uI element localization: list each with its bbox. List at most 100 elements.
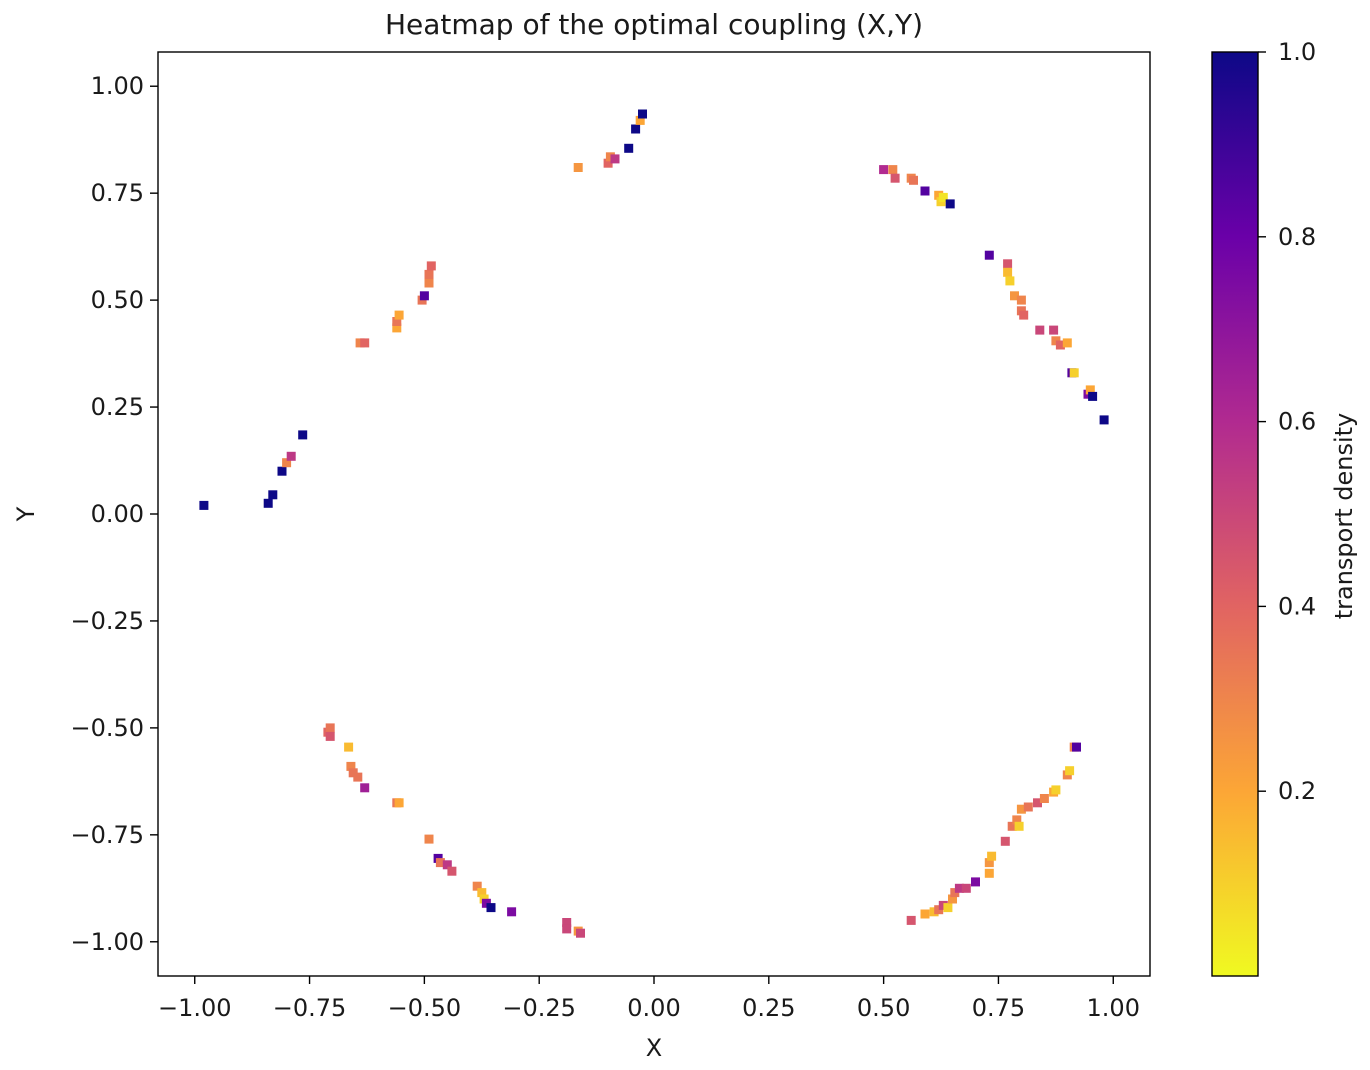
heatmap-cell	[477, 888, 487, 898]
heatmap-cell	[631, 124, 641, 134]
heatmap-cell	[1035, 325, 1045, 335]
heatmap-cell	[447, 866, 457, 876]
heatmap-cell	[948, 894, 957, 904]
heatmap-cell	[961, 883, 971, 893]
heatmap-cell	[392, 317, 402, 326]
heatmap-cell	[355, 338, 365, 348]
y-tick-label: −0.25	[70, 607, 144, 635]
y-tick-label: 1.00	[91, 72, 144, 100]
heatmap-cell	[603, 158, 613, 168]
heatmap-cell	[286, 451, 296, 461]
heatmap-cell	[573, 163, 583, 172]
heatmap-cell	[945, 199, 955, 209]
heatmap-cell	[481, 898, 491, 908]
heatmap-cell	[360, 783, 370, 793]
y-tick-label: 0.00	[91, 500, 144, 528]
heatmap-cell	[199, 500, 209, 510]
heatmap-cell	[344, 742, 354, 752]
heatmap-cell	[1003, 259, 1013, 269]
heatmap-cell	[1023, 802, 1033, 812]
heatmap-cell	[954, 883, 964, 893]
heatmap-cell	[394, 798, 404, 808]
x-tick-label: 0.00	[627, 994, 680, 1022]
heatmap-cell	[562, 924, 572, 934]
heatmap-cell	[442, 860, 452, 870]
heatmap-cell	[472, 881, 482, 891]
heatmap-cell	[419, 291, 429, 301]
y-axis-ticks: 1.00 0.75 0.50 0.25 0.00 −0.25 −0.50 −0.75 −1.00	[70, 72, 158, 956]
plot-border	[157, 51, 1151, 977]
heatmap-cell	[909, 175, 918, 185]
heatmap-cell	[934, 190, 944, 200]
heatmap-cell	[984, 868, 994, 878]
heatmap-cell	[605, 152, 615, 162]
y-tick-label: 0.50	[91, 286, 144, 314]
heatmap-cell	[938, 900, 948, 910]
heatmap-cell	[392, 323, 402, 333]
heatmap-cell	[576, 928, 585, 938]
heatmap-cell	[277, 466, 287, 476]
heatmap-cell	[624, 143, 634, 153]
heatmap-cell	[1069, 368, 1079, 378]
heatmap-cell	[424, 269, 434, 279]
y-axis-label: Y	[12, 506, 40, 522]
heatmap-cell	[971, 877, 980, 887]
heatmap-cell	[934, 905, 944, 915]
colorbar-tick-label: 0.6	[1278, 408, 1316, 436]
heatmap-cell	[348, 768, 358, 778]
heatmap-cell	[1072, 742, 1081, 752]
heatmap-cell	[346, 761, 356, 771]
heatmap-cell	[635, 115, 645, 125]
y-tick-label: −1.00	[70, 928, 144, 956]
heatmap-cell	[1049, 325, 1059, 335]
colorbar-label: transport density	[1330, 413, 1358, 620]
heatmap-cell	[920, 909, 930, 919]
x-tick-label: −1.00	[158, 994, 232, 1022]
y-tick-label: 0.25	[91, 393, 144, 421]
heatmap-cell	[562, 918, 572, 927]
heatmap-cell	[984, 250, 994, 260]
plot-area	[158, 52, 1150, 976]
heatmap-cell	[1062, 338, 1072, 348]
heatmap-cell	[1016, 295, 1026, 305]
heatmap-cell	[1099, 415, 1109, 425]
heatmap-cell	[1088, 391, 1098, 401]
heatmap-cell	[263, 498, 273, 508]
heatmap-points	[199, 109, 1109, 938]
heatmap-cell	[1085, 385, 1095, 395]
heatmap-cell	[426, 261, 436, 271]
heatmap-cell	[360, 338, 370, 348]
x-tick-label: −0.25	[502, 994, 576, 1022]
heatmap-cell	[424, 834, 434, 844]
x-tick-label: 1.00	[1087, 994, 1140, 1022]
x-tick-label: −0.75	[273, 994, 347, 1022]
heatmap-cell	[906, 915, 916, 925]
heatmap-cell	[394, 310, 404, 320]
colorbar-tick-label: 0.2	[1278, 777, 1316, 805]
heatmap-cell	[1010, 291, 1019, 301]
heatmap-cell	[1033, 798, 1042, 808]
heatmap-cell	[1016, 804, 1026, 814]
colorbar-ticks: 1.0 0.8 0.6 0.4 0.2	[1258, 38, 1316, 805]
colorbar	[1211, 51, 1259, 977]
heatmap-cell	[888, 165, 898, 175]
heatmap-cell	[435, 858, 445, 868]
heatmap-cell	[268, 490, 278, 500]
colorbar-tick-label: 1.0	[1278, 38, 1316, 66]
heatmap-cell	[325, 731, 335, 741]
y-tick-label: −0.50	[70, 714, 144, 742]
y-tick-label: 0.75	[91, 179, 144, 207]
heatmap-cell	[325, 723, 335, 733]
heatmap-cell	[920, 186, 930, 196]
heatmap-cell	[1007, 821, 1017, 831]
heatmap-cell	[610, 154, 620, 164]
heatmap-cell	[1014, 821, 1024, 831]
heatmap-cell	[943, 903, 953, 913]
heatmap-cell	[987, 851, 997, 861]
heatmap-cell	[282, 458, 292, 468]
x-axis-ticks: −1.00 −0.75 −0.50 −0.25 0.00 0.25 0.50 0.75 1.00	[158, 976, 1140, 1022]
chart-title: Heatmap of the optimal coupling (X,Y)	[385, 8, 923, 41]
heatmap-cell	[950, 888, 960, 898]
heatmap-cell	[938, 192, 948, 202]
